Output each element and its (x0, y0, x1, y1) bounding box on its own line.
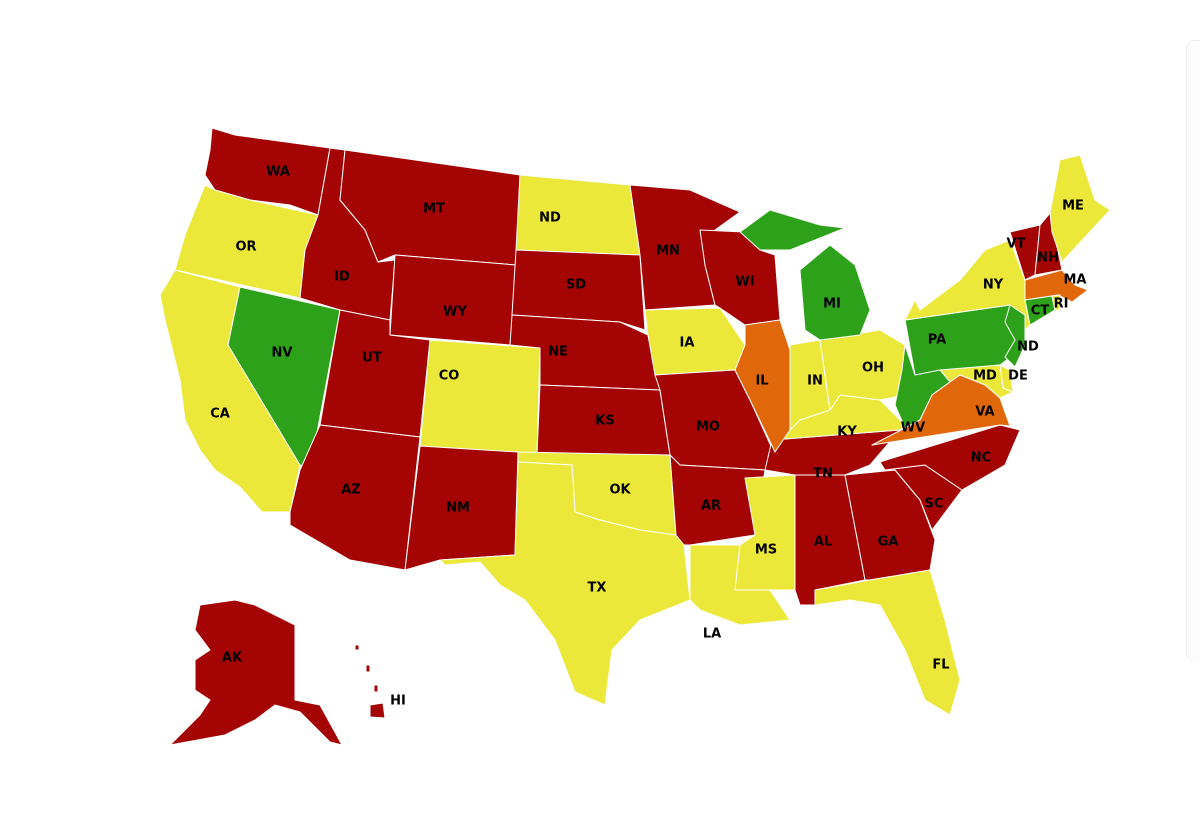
state-wy[interactable] (389, 254, 517, 346)
state-tx[interactable] (439, 461, 691, 706)
state-va[interactable] (871, 374, 1011, 446)
state-label-hi: HI (390, 694, 406, 709)
state-me[interactable] (1049, 154, 1111, 263)
state-shape-hi[interactable] (369, 702, 386, 719)
state-shape-nd[interactable] (515, 174, 641, 256)
state-shape-sd[interactable] (511, 249, 646, 331)
state-ri[interactable] (1051, 294, 1061, 311)
state-shape-ak[interactable] (169, 599, 343, 746)
state-shape-mi[interactable] (739, 209, 846, 251)
state-ks[interactable] (536, 384, 671, 456)
state-co[interactable] (419, 339, 541, 456)
state-shape-oh[interactable] (819, 329, 906, 411)
state-shape-wy[interactable] (389, 254, 517, 346)
state-shape-hi[interactable] (373, 684, 379, 693)
side-panel-edge (1186, 40, 1200, 661)
state-nc[interactable] (869, 424, 1021, 491)
state-shape-mi[interactable] (799, 244, 871, 341)
state-shape-in[interactable] (789, 339, 831, 431)
state-shape-hi[interactable] (365, 664, 371, 673)
state-shape-nj[interactable] (1004, 304, 1026, 368)
state-fl[interactable] (814, 569, 961, 716)
state-ia[interactable] (644, 307, 746, 376)
state-shape-hi[interactable] (354, 644, 360, 651)
state-shape-ri[interactable] (1051, 294, 1061, 311)
state-shape-il[interactable] (734, 319, 791, 453)
state-shape-nm[interactable] (404, 445, 519, 571)
state-il[interactable] (734, 319, 791, 453)
state-in[interactable] (789, 339, 831, 431)
state-label-la: LA (703, 627, 721, 642)
state-shape-nc[interactable] (869, 424, 1021, 491)
state-shape-az[interactable] (289, 424, 421, 571)
state-nm[interactable] (404, 445, 519, 571)
state-shape-va[interactable] (871, 374, 1011, 446)
state-oh[interactable] (819, 329, 906, 411)
state-nd[interactable] (515, 174, 641, 256)
state-shape-co[interactable] (419, 339, 541, 456)
state-wa[interactable] (204, 127, 331, 216)
state-shape-tx[interactable] (439, 461, 691, 706)
state-shape-ia[interactable] (644, 307, 746, 376)
state-shape-me[interactable] (1049, 154, 1111, 263)
state-sd[interactable] (511, 249, 646, 331)
state-mi[interactable] (739, 209, 871, 341)
state-shape-ct[interactable] (1024, 295, 1056, 326)
state-ak[interactable] (169, 599, 343, 746)
state-shape-ks[interactable] (536, 384, 671, 456)
state-nj[interactable] (1004, 304, 1026, 368)
state-hi[interactable] (354, 644, 386, 719)
state-shape-wa[interactable] (204, 127, 331, 216)
state-az[interactable] (289, 424, 421, 571)
state-ct[interactable] (1024, 295, 1056, 326)
state-shape-fl[interactable] (814, 569, 961, 716)
